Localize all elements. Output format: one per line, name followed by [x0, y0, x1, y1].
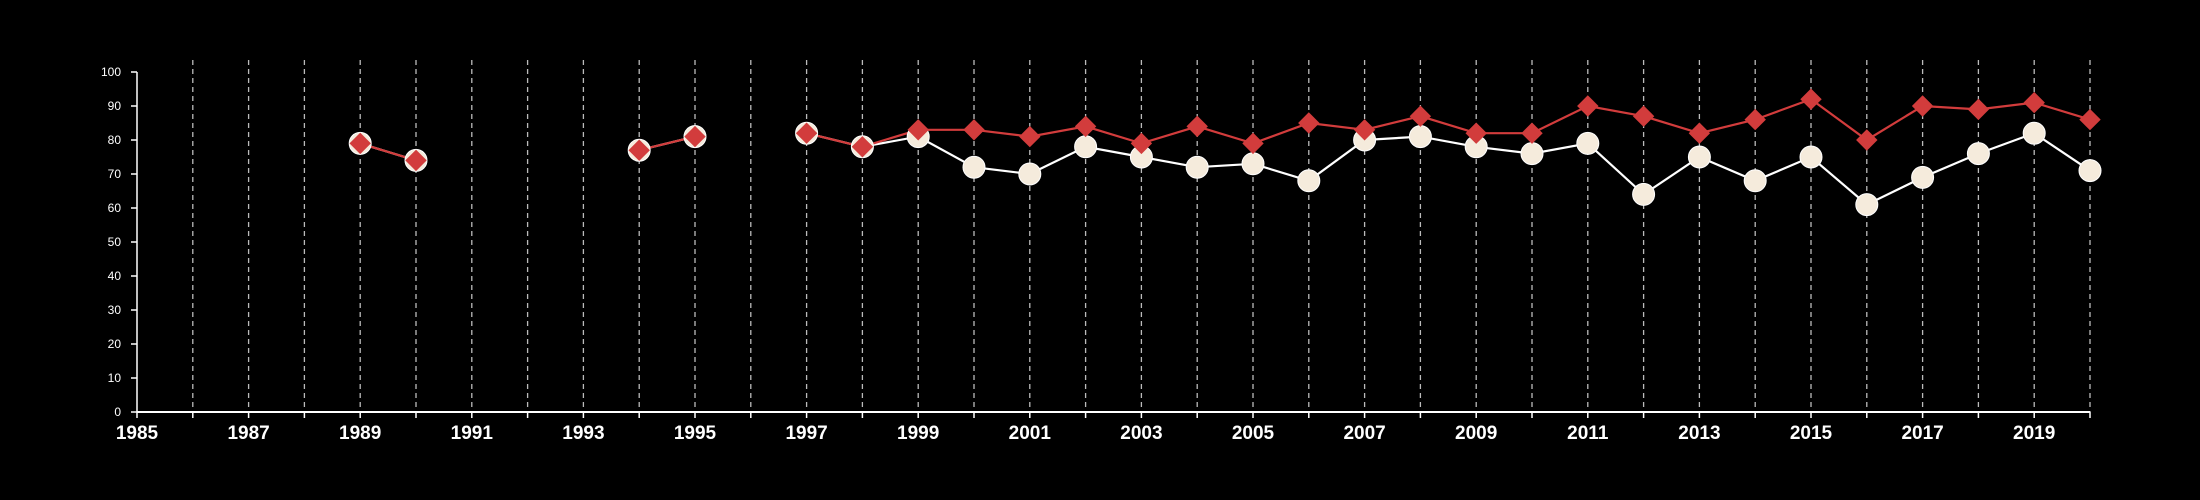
diamond-point-2012 — [1632, 105, 1655, 127]
circle-point-2004 — [1185, 155, 1209, 179]
circle-point-2020 — [2078, 159, 2102, 183]
diamond-point-1994 — [628, 139, 650, 161]
diamond-point-2000 — [963, 119, 985, 141]
y-tick-label-70: 70 — [108, 167, 122, 181]
diamond-point-1990 — [405, 149, 427, 172]
x-tick-label-2005: 2005 — [1232, 423, 1275, 444]
circle-point-2019 — [2022, 121, 2046, 145]
diamond-point-2014 — [1744, 108, 1766, 131]
y-tick-label-50: 50 — [108, 235, 122, 249]
y-tick-label-0: 0 — [114, 405, 121, 419]
diamond-point-2011 — [1577, 95, 1599, 117]
diamond-point-2017 — [1911, 95, 1934, 117]
diamond-point-1998 — [851, 136, 874, 158]
y-tick-label-60: 60 — [108, 201, 122, 215]
circle-point-2012 — [1632, 182, 1656, 206]
diamond-point-2009 — [1465, 122, 1487, 144]
x-tick-label-2003: 2003 — [1120, 423, 1162, 444]
axes: 0 10 20 30 40 50 60 70 80 90 100 1985 1987 1989 1991 19… — [101, 65, 2091, 444]
x-tick-label-1995: 1995 — [674, 423, 717, 444]
diamond-point-2019 — [2023, 91, 2045, 114]
circle-point-2000 — [962, 155, 986, 179]
x-tick-label-1991: 1991 — [451, 423, 494, 444]
y-tick-label-20: 20 — [108, 337, 122, 351]
diamond-point-1999 — [907, 119, 929, 141]
y-tick-label-100: 100 — [101, 65, 121, 79]
y-tick-label-40: 40 — [108, 269, 122, 283]
diamond-point-2003 — [1130, 132, 1153, 155]
x-tick-label-1999: 1999 — [897, 423, 939, 444]
x-tick-label-2013: 2013 — [1678, 423, 1720, 444]
diamond-point-2005 — [1242, 132, 1264, 155]
diamond-point-2002 — [1074, 115, 1097, 138]
diamond-point-2016 — [1856, 129, 1878, 151]
diamond-point-1997 — [795, 122, 818, 144]
circle-point-2017 — [1911, 165, 1935, 189]
circle-point-2010 — [1520, 142, 1544, 166]
diamond-point-2015 — [1800, 88, 1822, 110]
circle-point-2018 — [1966, 142, 1990, 166]
diamond-point-2004 — [1186, 115, 1208, 138]
diamond-point-2001 — [1019, 125, 1041, 148]
circle-point-2006 — [1297, 169, 1321, 193]
diamond-point-2010 — [1521, 122, 1543, 144]
y-tick-label-80: 80 — [108, 133, 122, 147]
diamond-point-2020 — [2079, 108, 2101, 131]
circle-point-2002 — [1074, 135, 1098, 159]
x-tick-label-2015: 2015 — [1790, 423, 1833, 444]
diamond-point-1989 — [349, 132, 371, 155]
circle-point-2011 — [1576, 131, 1600, 155]
x-tick-label-2011: 2011 — [1567, 423, 1609, 444]
y-tick-label-90: 90 — [108, 99, 122, 113]
circle-point-2016 — [1855, 193, 1879, 217]
diamond-point-1995 — [684, 125, 706, 148]
x-tick-label-2001: 2001 — [1009, 423, 1052, 444]
diamond-point-2008 — [1409, 105, 1432, 127]
diamond-point-2018 — [1967, 98, 1990, 121]
x-tick-label-2019: 2019 — [2013, 423, 2055, 444]
diamond-point-2013 — [1688, 122, 1711, 144]
circle-point-2015 — [1799, 145, 1823, 169]
circle-point-2001 — [1018, 162, 1042, 186]
circle-point-2013 — [1687, 145, 1711, 169]
x-tick-label-2007: 2007 — [1343, 423, 1385, 444]
circle-point-2014 — [1743, 169, 1767, 193]
data-series — [348, 88, 2102, 217]
x-tick-label-2017: 2017 — [1901, 423, 1943, 444]
x-tick-label-1987: 1987 — [227, 423, 269, 444]
x-tick-label-1997: 1997 — [785, 423, 827, 444]
circle-point-2005 — [1241, 152, 1265, 176]
x-tick-label-1993: 1993 — [562, 423, 604, 444]
x-tick-label-1989: 1989 — [339, 423, 381, 444]
y-tick-label-30: 30 — [108, 303, 122, 317]
diamond-point-2006 — [1298, 112, 1320, 134]
x-tick-label-2009: 2009 — [1455, 423, 1497, 444]
series-1-markers — [349, 88, 2101, 172]
y-tick-label-10: 10 — [108, 371, 122, 385]
diamond-point-2007 — [1353, 119, 1376, 141]
circle-point-2008 — [1408, 125, 1432, 149]
x-tick-label-1985: 1985 — [116, 423, 159, 444]
